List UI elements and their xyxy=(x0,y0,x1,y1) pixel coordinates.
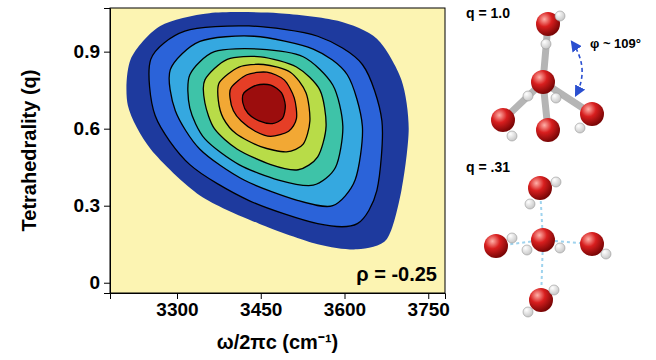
y-tick: 0.6 xyxy=(74,118,110,139)
oxygen-atom xyxy=(531,70,555,94)
hydrogen-atom xyxy=(555,243,565,253)
diagrams: q = 1.0 φ ~ 109° q = .31 xyxy=(466,5,641,317)
x-axis-title: ω/2πc (cm⁻¹) xyxy=(217,331,338,353)
contour-level xyxy=(126,12,408,249)
x-tick: 3750 xyxy=(408,293,450,320)
hydrogen-atom xyxy=(541,39,551,49)
contour-level xyxy=(243,84,286,123)
x-axis-line xyxy=(111,294,446,300)
contour-level xyxy=(149,26,382,227)
hydrogen-atom xyxy=(507,233,517,243)
x-tick-label: 3450 xyxy=(240,299,282,320)
x-tick-label: 3750 xyxy=(408,299,450,320)
hydrogen-atom xyxy=(507,131,517,141)
chart-svg: 3300 3450 3600 3750 0 0.3 0.6 0.9 ω/2πc (cm⁻¹) Te… xyxy=(0,0,656,360)
contour-level xyxy=(218,64,310,152)
contour-level xyxy=(188,49,343,186)
hydrogen-atom xyxy=(549,285,559,295)
oxygen-atom xyxy=(580,102,604,126)
oxygen-atom xyxy=(484,234,508,258)
plot-frame xyxy=(110,8,445,293)
y-axis-line xyxy=(104,9,111,294)
hydrogen-atom xyxy=(601,249,611,259)
y-tick-mark xyxy=(104,283,110,284)
y-axis-title: Tetrahedrality (q) xyxy=(18,70,40,232)
x-tick: 3600 xyxy=(324,293,366,320)
contour-level xyxy=(203,56,326,170)
x-tick-mark xyxy=(177,293,178,299)
hydrogen-atom xyxy=(551,177,561,187)
y-tick: 0 xyxy=(89,272,110,293)
y-tick-label: 0.9 xyxy=(74,41,100,62)
annotation: ρ = -0.25 xyxy=(356,263,437,285)
x-tick: 3300 xyxy=(156,293,198,320)
x-tick: 3450 xyxy=(240,293,282,320)
contour-level xyxy=(169,36,362,207)
hydrogen-atom xyxy=(555,11,565,21)
x-tick-label: 3300 xyxy=(156,299,198,320)
hydrogen-atom xyxy=(522,245,532,255)
x-tick-mark xyxy=(345,293,346,299)
plot-background xyxy=(110,8,445,293)
y-axis: 0 0.3 0.6 0.9 xyxy=(74,9,111,294)
y-tick: 0.9 xyxy=(74,41,110,62)
y-tick-mark xyxy=(104,129,110,130)
oxygen-atom xyxy=(536,118,560,142)
hydrogen-atom xyxy=(525,199,535,209)
x-tick-mark xyxy=(428,293,429,299)
angle-arrow xyxy=(572,42,582,95)
oxygen-atom xyxy=(580,232,604,256)
hydrogen-atom xyxy=(575,123,585,133)
contour-group xyxy=(126,12,408,249)
oxygen-atom xyxy=(531,228,555,252)
hydrogen-atom xyxy=(523,91,533,101)
x-tick-label: 3600 xyxy=(324,299,366,320)
y-tick-label: 0.6 xyxy=(74,118,100,139)
hydrogen-atom xyxy=(551,93,561,103)
oxygen-atom xyxy=(491,108,515,132)
oxygen-atom xyxy=(528,176,552,200)
x-axis: 3300 3450 3600 3750 xyxy=(111,293,450,320)
angle-label: φ ~ 109° xyxy=(590,36,641,51)
diagram-label: q = 1.0 xyxy=(466,5,510,21)
y-tick: 0.3 xyxy=(74,195,110,216)
hydrogen-atom xyxy=(523,307,533,317)
y-tick-label: 0 xyxy=(89,272,100,293)
y-tick-label: 0.3 xyxy=(74,195,100,216)
diagram-label: q = .31 xyxy=(466,159,510,175)
y-tick-mark xyxy=(104,52,110,53)
y-tick-mark xyxy=(104,206,110,207)
contour-level xyxy=(230,72,297,136)
x-tick-mark xyxy=(261,293,262,299)
